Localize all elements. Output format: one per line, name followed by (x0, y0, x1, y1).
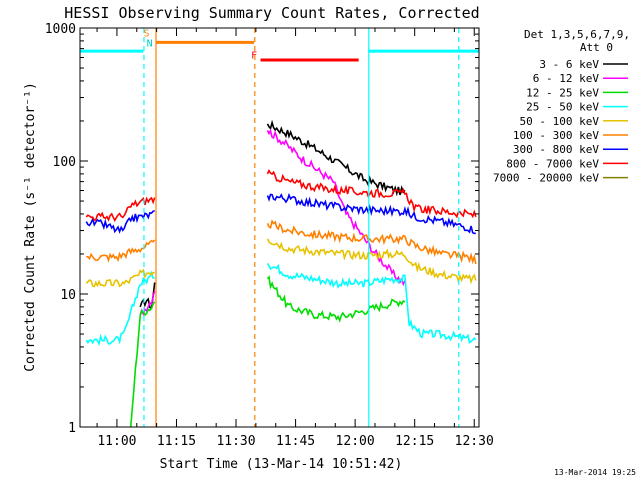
legend-50-100-keV: 50 - 100 keV (520, 115, 628, 128)
plot-frame (79, 27, 480, 428)
legend-25-50-keV: 25 - 50 keV (526, 101, 628, 114)
overlay-layer: SN F (80, 28, 479, 427)
timestamp: 13-Mar-2014 19:25 (554, 468, 636, 477)
legend-label: 100 - 300 keV (513, 129, 599, 142)
x-tick-label: 12:15 (395, 434, 434, 449)
y-tick-label: 1000 (45, 22, 76, 37)
legend-label: 7000 - 20000 keV (493, 172, 599, 185)
y-tick-label: 1 (68, 421, 76, 436)
series-300-800-keV-line (85, 192, 476, 235)
legend-100-300-keV: 100 - 300 keV (513, 129, 628, 142)
legend-label: 12 - 25 keV (526, 86, 599, 99)
flag-s: S (143, 28, 149, 39)
x-tick-label: 11:45 (276, 434, 315, 449)
legend-header-line-2: Att 0 (580, 41, 613, 54)
y-tick-label: 100 (53, 155, 76, 170)
axis-layer: 11:00 11:15 11:30 11:45 12:00 12:15 12:30 1 10 10… (45, 22, 494, 449)
x-tick-label: 11:15 (157, 434, 196, 449)
x-tick-label: 12:30 (455, 434, 494, 449)
legend-300-800-keV: 300 - 800 keV (513, 143, 628, 156)
legend-label: 800 - 7000 keV (506, 157, 599, 170)
y-tick-label: 10 (60, 288, 76, 303)
legend-label: 6 - 12 keV (533, 72, 600, 85)
legend-label: 300 - 800 keV (513, 143, 599, 156)
x-tick-label: 11:30 (216, 434, 255, 449)
legend-3-6-keV: 3 - 6 keV (539, 58, 628, 71)
series-25-50-keV-line (85, 262, 477, 347)
legend-800-7000-keV: 800 - 7000 keV (506, 157, 628, 170)
x-axis-label: Start Time (13-Mar-14 10:51:42) (160, 457, 403, 472)
y-axis-label: Corrected Count Rate (s⁻¹ detector⁻¹) (23, 82, 38, 372)
chart-title: HESSI Observing Summary Count Rates, Cor… (64, 4, 479, 22)
legend-12-25-keV: 12 - 25 keV (526, 86, 628, 99)
series-100-300-keV-line (86, 219, 477, 265)
legend-label: 50 - 100 keV (520, 115, 600, 128)
flag-f: F (251, 50, 257, 61)
series-layer (85, 119, 477, 428)
legend-header-line-1: Det 1,3,5,6,7,9, (524, 28, 630, 41)
x-tick-label: 12:00 (336, 434, 375, 449)
series-12-25-keV-line (129, 275, 406, 428)
legend-7000-20000-keV: 7000 - 20000 keV (493, 172, 628, 185)
legend-label: 3 - 6 keV (539, 58, 599, 71)
legend-label: 25 - 50 keV (526, 101, 599, 114)
flag-n: N (147, 38, 153, 49)
legend-6-12-keV: 6 - 12 keV (533, 72, 628, 85)
x-tick-label: 11:00 (97, 434, 136, 449)
series-50-100-keV-line (85, 238, 477, 288)
series-800-7000-keV-line (85, 169, 477, 223)
